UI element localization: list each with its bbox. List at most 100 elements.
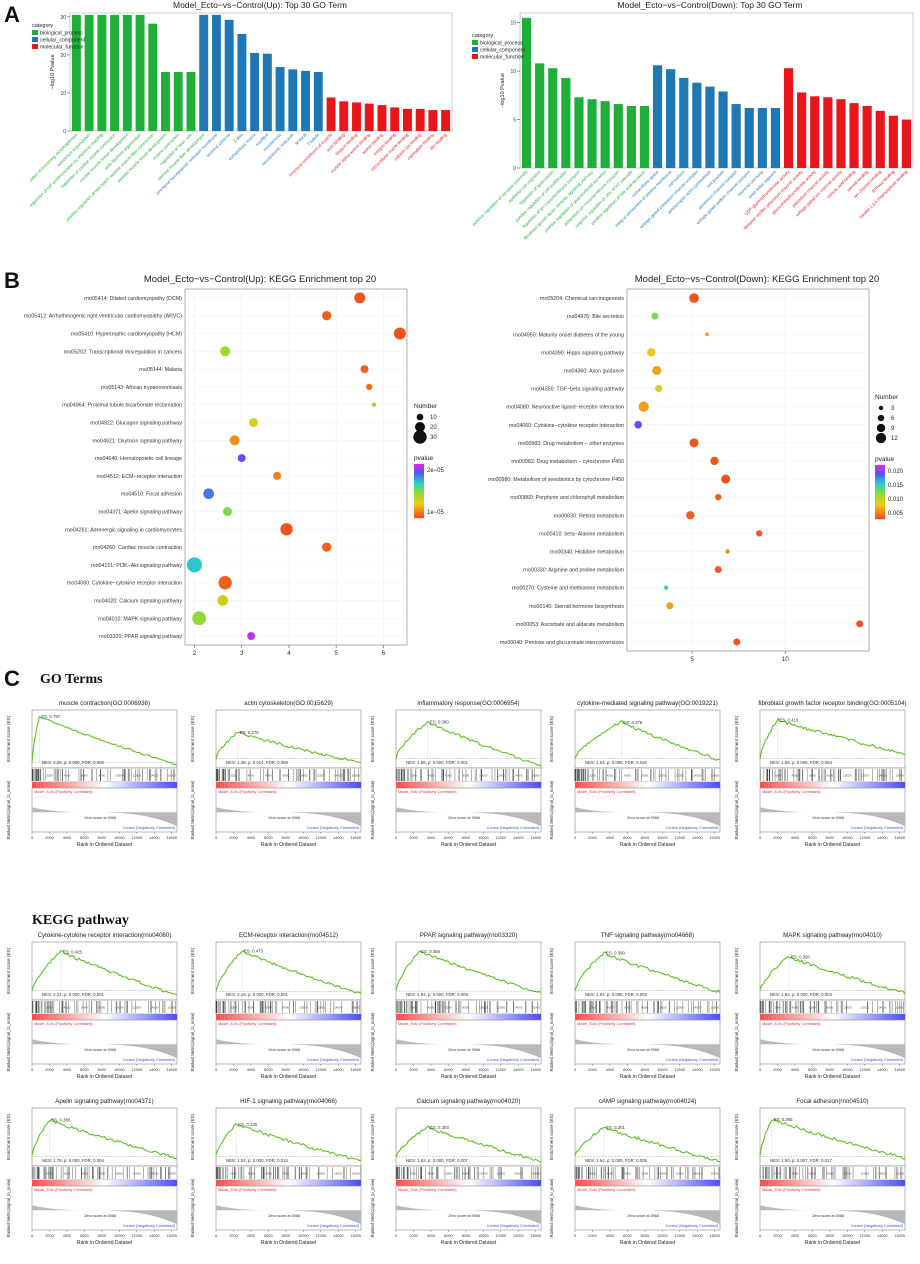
bar: [288, 69, 298, 131]
enrichment-dot: [721, 474, 731, 484]
hits-rank-label: 16000: [896, 774, 905, 778]
gradient-segment: [520, 1014, 526, 1020]
legend-title: category: [32, 23, 53, 29]
ranked-metric-axis-label: Ranked Metric(signal_to_noise): [370, 780, 375, 839]
es-axis-label: Enrichment score (ES): [190, 715, 195, 762]
gradient-segment: [40, 782, 45, 788]
y-tick-label: 10: [60, 91, 66, 97]
ranked-metric-axis-label: Ranked Metric(signal_to_noise): [370, 1012, 375, 1071]
gradient-segment: [236, 1180, 241, 1186]
hits-rank-label: 8000: [283, 774, 290, 778]
es-axis-label: Enrichment score (ES): [734, 1113, 739, 1160]
metric-frame: [31, 1185, 178, 1231]
hits-rank-label: 2000: [589, 1172, 596, 1176]
nes-stats-label: NES: 2.25, p: 0.000, FDR: 0.000: [42, 760, 104, 765]
gradient-segment: [667, 1014, 672, 1020]
rank-tick-label: 10000: [842, 1068, 853, 1072]
gradient-segment: [703, 1014, 709, 1020]
bar: [224, 19, 234, 132]
pathway-label: rno04060: Cytokine−cytokine receptor int…: [509, 423, 624, 429]
rank-tick-label: 0: [215, 1234, 217, 1238]
gradient-segment: [84, 782, 89, 788]
gradient-segment: [607, 782, 612, 788]
rank-tick-label: 6000: [444, 1068, 452, 1072]
chart-title: Model_Ecto−vs−Control(Up): KEGG Enrichme…: [144, 274, 376, 285]
gradient-segment: [340, 1014, 346, 1020]
gradient-segment: [144, 1014, 150, 1020]
gradient-segment: [120, 782, 125, 788]
enrichment-dot: [652, 365, 662, 375]
bar: [148, 23, 158, 131]
gradient-segment: [892, 782, 898, 788]
gradient-segment: [444, 1014, 449, 1020]
gradient-segment: [675, 1014, 681, 1020]
colorbar-segment: [875, 465, 885, 468]
gradient-segment: [32, 782, 37, 788]
hits-rank-label: 12000: [497, 1172, 506, 1176]
x-tick-label: 3: [240, 650, 244, 657]
ranked-metric-axis-label: Ranked Metric(signal_to_noise): [549, 1178, 554, 1237]
gradient-segment: [844, 782, 849, 788]
gradient-segment: [248, 1014, 253, 1020]
colorbar-segment: [875, 489, 885, 492]
hits-rank-label: 12000: [676, 774, 685, 778]
enrichment-dot: [223, 507, 233, 516]
gradient-segment: [264, 1180, 269, 1186]
gradient-segment: [348, 782, 354, 788]
gradient-segment: [651, 1014, 656, 1020]
gradient-segment: [80, 1014, 85, 1020]
bar: [262, 53, 272, 131]
zero-score-label: Zero score at 5966: [812, 1214, 844, 1218]
negative-label: Control (Negatively Correlated): [307, 1058, 360, 1062]
rank-tick-label: 2000: [45, 1068, 53, 1072]
rank-tick-label: 4000: [247, 1234, 255, 1238]
gradient-segment: [512, 1014, 518, 1020]
enrichment-dot: [725, 549, 730, 554]
gradient-segment: [420, 1014, 425, 1020]
rank-tick-label: 4000: [63, 836, 71, 840]
gradient-segment: [276, 782, 281, 788]
gradient-segment: [76, 1014, 81, 1020]
gradient-segment: [48, 1014, 53, 1020]
gradient-segment: [528, 1180, 534, 1186]
metric-frame: [759, 1185, 906, 1231]
gradient-segment: [764, 1180, 769, 1186]
gradient-segment: [856, 1180, 861, 1186]
gradient-segment: [100, 1180, 105, 1186]
es-axis-label: Enrichment score (ES): [734, 947, 739, 994]
positive-label: Model_Ecto (Positively Correlated): [398, 790, 457, 794]
hits-rank-label: 16000: [352, 1172, 361, 1176]
gradient-segment: [308, 1014, 313, 1020]
enrichment-dot: [686, 511, 695, 520]
zero-score-label: Zero score at 5966: [448, 816, 480, 820]
gradient-segment: [88, 1014, 93, 1020]
gradient-segment: [428, 1180, 433, 1186]
panel-label-a: A: [4, 2, 20, 27]
enrichment-dot: [229, 435, 240, 446]
gradient-segment: [356, 1180, 362, 1186]
colorbar-segment: [414, 488, 424, 491]
gradient-segment: [256, 782, 261, 788]
gradient-segment: [168, 1180, 174, 1186]
pathway-label: rno04060: Cytokine−cytokine receptor int…: [67, 581, 182, 587]
gradient-segment: [248, 782, 253, 788]
rank-tick-label: 16000: [166, 1068, 177, 1072]
colorbar-segment: [875, 471, 885, 474]
gradient-segment: [772, 1014, 777, 1020]
es-value-label: ES: 0.303: [430, 1125, 449, 1130]
es-axis-label: Enrichment score (ES): [370, 947, 375, 994]
rank-tick-label: 8000: [462, 1234, 470, 1238]
gradient-segment: [464, 782, 469, 788]
gradient-segment: [492, 1014, 497, 1020]
gradient-segment: [792, 782, 797, 788]
enrichment-dot: [689, 293, 699, 303]
gradient-segment: [500, 1014, 506, 1020]
colorbar-segment: [414, 470, 424, 473]
rank-tick-label: 0: [395, 1234, 397, 1238]
gradient-segment: [856, 1014, 861, 1020]
rank-tick-label: 6000: [623, 1234, 631, 1238]
legend-label: biological_process: [480, 41, 523, 47]
gradient-segment: [112, 1014, 117, 1020]
gradient-segment: [108, 1014, 113, 1020]
gradient-segment: [832, 1180, 837, 1186]
